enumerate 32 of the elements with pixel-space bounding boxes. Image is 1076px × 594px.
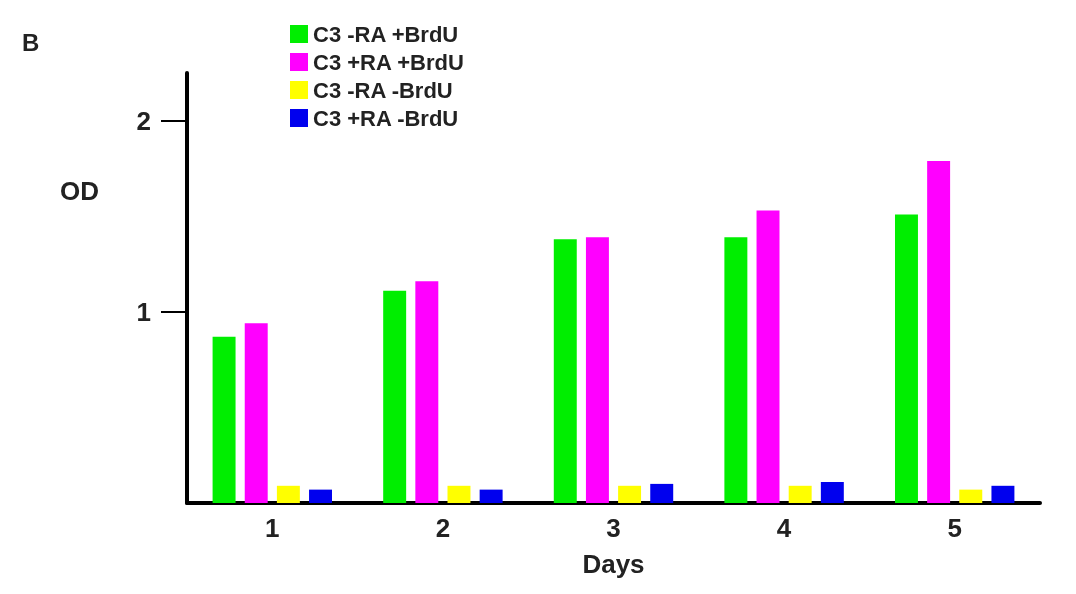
y-axis-title: OD bbox=[60, 176, 99, 206]
text: B bbox=[22, 28, 40, 56]
bar bbox=[650, 483, 674, 503]
x-tick-label: 5 bbox=[947, 513, 962, 543]
x-tick-label: 2 bbox=[435, 513, 451, 543]
bar bbox=[991, 485, 1015, 503]
legend-label: C3 -RA -BrdU bbox=[313, 77, 453, 103]
bar bbox=[309, 489, 333, 503]
bar bbox=[756, 210, 780, 503]
x-tick-label: 4 bbox=[776, 513, 792, 543]
bar bbox=[724, 237, 748, 503]
bar bbox=[553, 239, 577, 503]
bar bbox=[244, 323, 268, 503]
x-tick-label: 3 bbox=[606, 513, 621, 543]
bar bbox=[788, 485, 812, 503]
x-tick-label: 1 bbox=[265, 513, 280, 543]
bar bbox=[212, 336, 236, 503]
legend-label: C3 -RA +BrdU bbox=[313, 21, 459, 47]
bar bbox=[618, 485, 642, 503]
x-axis-title: Days bbox=[582, 549, 645, 579]
bar bbox=[585, 237, 609, 503]
bar bbox=[820, 481, 844, 503]
bar bbox=[959, 489, 983, 503]
bar bbox=[383, 290, 407, 503]
legend-label: C3 +RA +BrdU bbox=[313, 49, 464, 75]
bar bbox=[276, 485, 300, 503]
bar bbox=[479, 489, 503, 503]
bar bbox=[447, 485, 471, 503]
legend-label: C3 +RA -BrdU bbox=[313, 105, 459, 131]
bar bbox=[894, 214, 918, 503]
bar bbox=[415, 281, 439, 503]
bar bbox=[927, 160, 951, 503]
